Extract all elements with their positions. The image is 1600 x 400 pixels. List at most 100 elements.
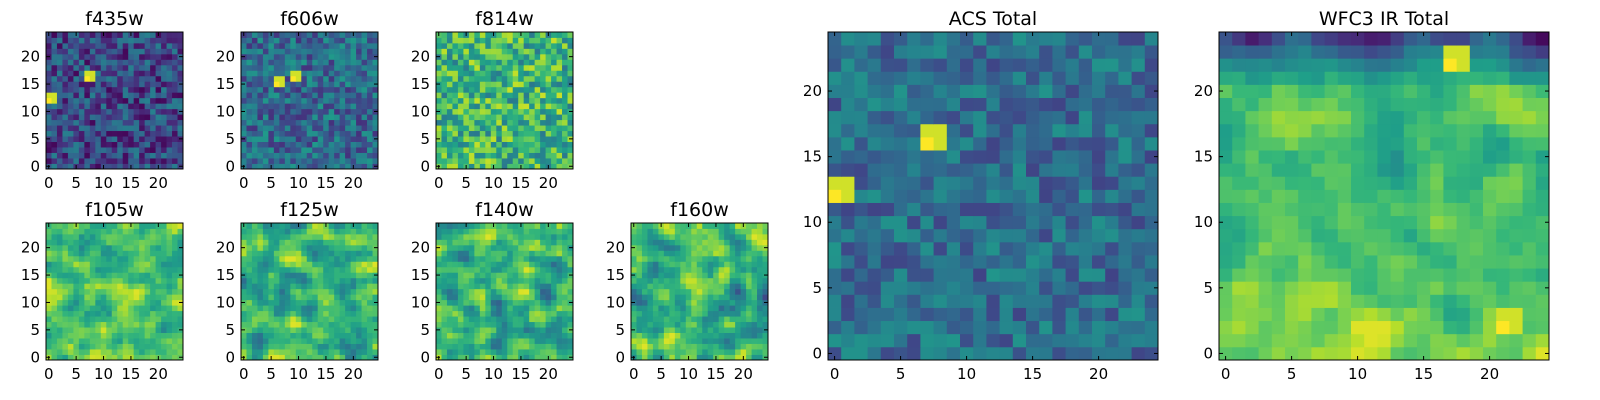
heatmap-cell [529, 255, 536, 262]
heatmap-cell [1012, 294, 1027, 308]
heatmap-cell [122, 59, 129, 66]
heatmap-cell [317, 125, 324, 132]
heatmap-cell [540, 64, 546, 71]
heatmap-cell [144, 338, 151, 344]
heatmap-cell [696, 349, 703, 355]
heatmap-cell [279, 299, 286, 306]
heatmap-cell [361, 277, 368, 284]
heatmap-cell [1105, 163, 1119, 177]
heatmap-cell [117, 75, 124, 82]
heatmap-cell [273, 125, 280, 132]
heatmap-cell [56, 75, 63, 82]
heatmap-cell [78, 108, 85, 115]
heatmap-cell [251, 321, 258, 328]
heatmap-cell [251, 64, 258, 71]
heatmap-cell [751, 316, 758, 323]
heatmap-cell [545, 53, 552, 60]
heatmap-cell [933, 215, 948, 230]
heatmap-cell [436, 86, 442, 93]
heatmap-cell [691, 310, 698, 317]
heatmap-cell [350, 233, 357, 240]
heatmap-cell [854, 255, 868, 269]
heatmap-cell [312, 250, 319, 257]
heatmap-cell [56, 283, 63, 290]
heatmap-cell [251, 48, 258, 55]
heatmap-cell [317, 53, 324, 60]
heatmap-cell [696, 288, 703, 295]
heatmap-cell [894, 228, 908, 243]
heatmap-cell [762, 250, 769, 257]
heatmap-cell [95, 299, 102, 306]
heatmap-cell [757, 321, 763, 328]
heatmap-cell [161, 228, 167, 235]
heatmap-cell [246, 223, 253, 229]
heatmap-cell [691, 354, 698, 361]
heatmap-cell [251, 75, 258, 82]
heatmap-cell [479, 125, 486, 132]
heatmap-cell [372, 321, 379, 328]
heatmap-cell [457, 163, 464, 170]
heatmap-cell [295, 141, 302, 148]
heatmap-cell [350, 136, 357, 142]
heatmap-cell [251, 244, 258, 251]
heatmap-cell [279, 250, 286, 257]
heatmap-cell [323, 119, 330, 126]
heatmap-cell [100, 266, 107, 273]
heatmap-cell [62, 255, 69, 262]
heatmap-cell [735, 343, 741, 350]
heatmap-cell [111, 354, 118, 361]
heatmap-cell [317, 332, 324, 339]
heatmap-cell [246, 75, 253, 82]
heatmap-cell [669, 223, 676, 229]
heatmap-cell [117, 141, 124, 148]
heatmap-cell [446, 349, 453, 355]
heatmap-cell [1144, 346, 1159, 361]
heatmap-cell [306, 294, 313, 301]
heatmap-cell [161, 53, 167, 60]
heatmap-cell [268, 103, 275, 110]
heatmap-cell [78, 114, 85, 121]
heatmap-cell [663, 294, 670, 301]
heatmap-cell [540, 92, 546, 99]
heatmap-cell [155, 283, 162, 290]
y-tick-label: 15 [216, 266, 235, 284]
heatmap-cell [713, 228, 720, 235]
heatmap-cell [51, 327, 58, 333]
heatmap-cell [468, 158, 475, 164]
heatmap-cell [751, 272, 758, 279]
heatmap-cell [144, 310, 151, 317]
heatmap-cell [1078, 346, 1093, 361]
heatmap-cell [122, 233, 129, 240]
heatmap-cell [111, 70, 118, 77]
heatmap-cell [490, 108, 497, 115]
heatmap-cell [457, 316, 464, 323]
heatmap-cell [501, 239, 508, 246]
heatmap-cell [268, 53, 275, 60]
heatmap-cell [518, 239, 525, 246]
heatmap-cell [501, 261, 508, 268]
heatmap-cell [441, 59, 448, 66]
heatmap-cell [691, 288, 698, 295]
heatmap-cell [161, 32, 167, 38]
heatmap-cell [246, 266, 253, 273]
heatmap-cell [562, 327, 568, 333]
heatmap-cell [647, 305, 654, 312]
heatmap-cell [512, 255, 519, 262]
heatmap-cell [241, 141, 247, 148]
heatmap-cell [51, 125, 58, 132]
heatmap-cell [273, 321, 280, 328]
heatmap-cell [986, 255, 1000, 269]
heatmap-cell [647, 343, 654, 350]
heatmap-cell [1065, 189, 1080, 203]
heatmap-cell [973, 163, 987, 177]
heatmap-cell [496, 70, 503, 77]
heatmap-cell [867, 150, 882, 164]
heatmap-cell [468, 255, 475, 262]
heatmap-cell [551, 261, 557, 268]
heatmap-cell [323, 272, 330, 279]
heatmap-cell [562, 86, 568, 93]
heatmap-cell [713, 250, 720, 257]
heatmap-cell [691, 223, 698, 229]
heatmap-cell [1118, 189, 1132, 203]
heatmap-cell [73, 250, 80, 257]
